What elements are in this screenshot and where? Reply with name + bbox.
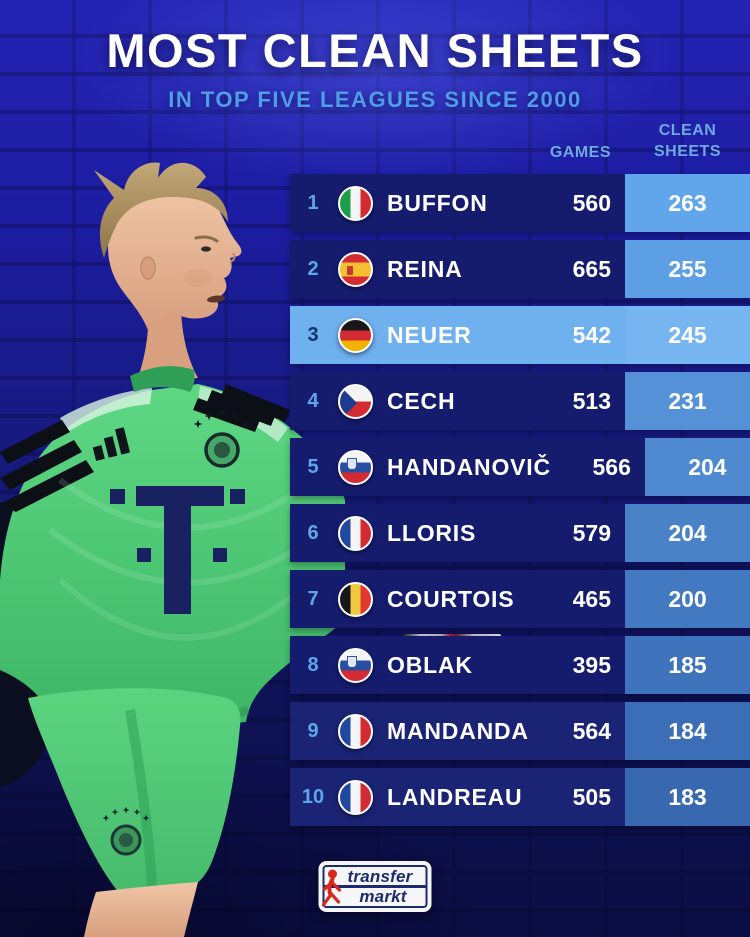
rank-cell: 2 [307,257,319,280]
clean-sheets-value: 185 [625,636,750,694]
column-header-games: GAMES [549,144,611,161]
flag-slovenia-icon [338,449,373,485]
flag-italy-icon [338,185,373,221]
player-name: NEUER [387,321,472,348]
games-value: 560 [572,189,611,216]
clean-sheets-value: 204 [644,438,750,496]
page-subtitle: IN TOP FIVE LEAGUES SINCE 2000 [168,87,582,112]
table-row-courtois: 7 COURTOIS 465 200 [290,570,750,628]
rank-cell: 3 [307,323,319,346]
clean-sheets-value: 204 [625,504,750,562]
player-name: COURTOIS [387,585,515,612]
clean-sheets-value: 183 [625,768,750,826]
player-name: LLORIS [387,519,477,546]
player-name: BUFFON [387,189,488,216]
games-value: 505 [572,783,611,810]
table-row-mandanda: 9 MANDANDA 564 184 [290,702,750,760]
games-value: 564 [572,717,611,744]
rank-cell: 1 [307,191,319,214]
player-name: OBLAK [387,651,473,678]
player-name: HANDANOVIČ [387,453,551,480]
flag-france-icon [338,779,373,815]
clean-sheets-value: 263 [625,174,750,232]
flag-slovenia-icon [338,647,373,683]
player-name: MANDANDA [387,717,529,744]
clean-sheets-value: 255 [625,240,750,298]
table-row-neuer-highlighted: 3 NEUER 542 245 [290,306,750,364]
brand-word-markt: markt [359,887,407,907]
clean-sheets-value: 245 [625,306,750,364]
table-row-landreau: 10 LANDREAU 505 183 [290,768,750,826]
sponsor-t-logo-icon [110,486,245,614]
games-value: 566 [592,453,631,480]
clean-sheets-value: 200 [625,570,750,628]
games-value: 465 [572,585,611,612]
flag-germany-icon [338,317,373,353]
player-name: REINA [387,255,463,282]
flag-france-icon [338,515,373,551]
rank-cell: 4 [307,389,319,412]
goalkeeper-photo [0,162,345,937]
transfermarkt-player-icon [321,869,342,907]
flag-spain-icon [338,251,373,287]
games-value: 542 [572,321,611,348]
player-name: LANDREAU [387,783,523,810]
table-row-reina: 2 REINA 665 255 [290,240,750,298]
rank-cell: 9 [307,719,319,742]
transfermarkt-logo: transfer markt [318,861,432,912]
player-name: CECH [387,387,456,414]
games-value: 579 [572,519,611,546]
table-row-buffon: 1 BUFFON 560 263 [290,174,750,232]
leaderboard-table: 1 BUFFON 560 263 2 REINA 665 255 3 NEUER… [290,174,750,834]
table-row-lloris: 6 LLORIS 579 204 [290,504,750,562]
rank-cell: 7 [307,587,319,610]
table-row-oblak: 8 OBLAK 395 185 [290,636,750,694]
games-value: 665 [572,255,611,282]
rank-cell: 6 [307,521,319,544]
brand-word-transfer: transfer [347,866,413,886]
table-row-cech: 4 CECH 513 231 [290,372,750,430]
flag-czech-republic-icon [338,383,373,419]
games-value: 395 [572,651,611,678]
flag-france-icon [338,713,373,749]
table-row-handanovic: 5 HANDANOVIČ 566 204 [290,438,750,496]
rank-cell: 8 [307,653,319,676]
rank-cell: 5 [307,455,319,478]
flag-belgium-icon [338,581,373,617]
clean-sheets-value: 184 [625,702,750,760]
page-title: MOST CLEAN SHEETS [106,24,644,77]
clean-sheets-value: 231 [625,372,750,430]
club-badge-icon [193,408,251,468]
rank-cell: 10 [301,785,325,808]
column-header-clean-sheets: CLEAN SHEETS [653,122,721,160]
games-value: 513 [572,387,611,414]
